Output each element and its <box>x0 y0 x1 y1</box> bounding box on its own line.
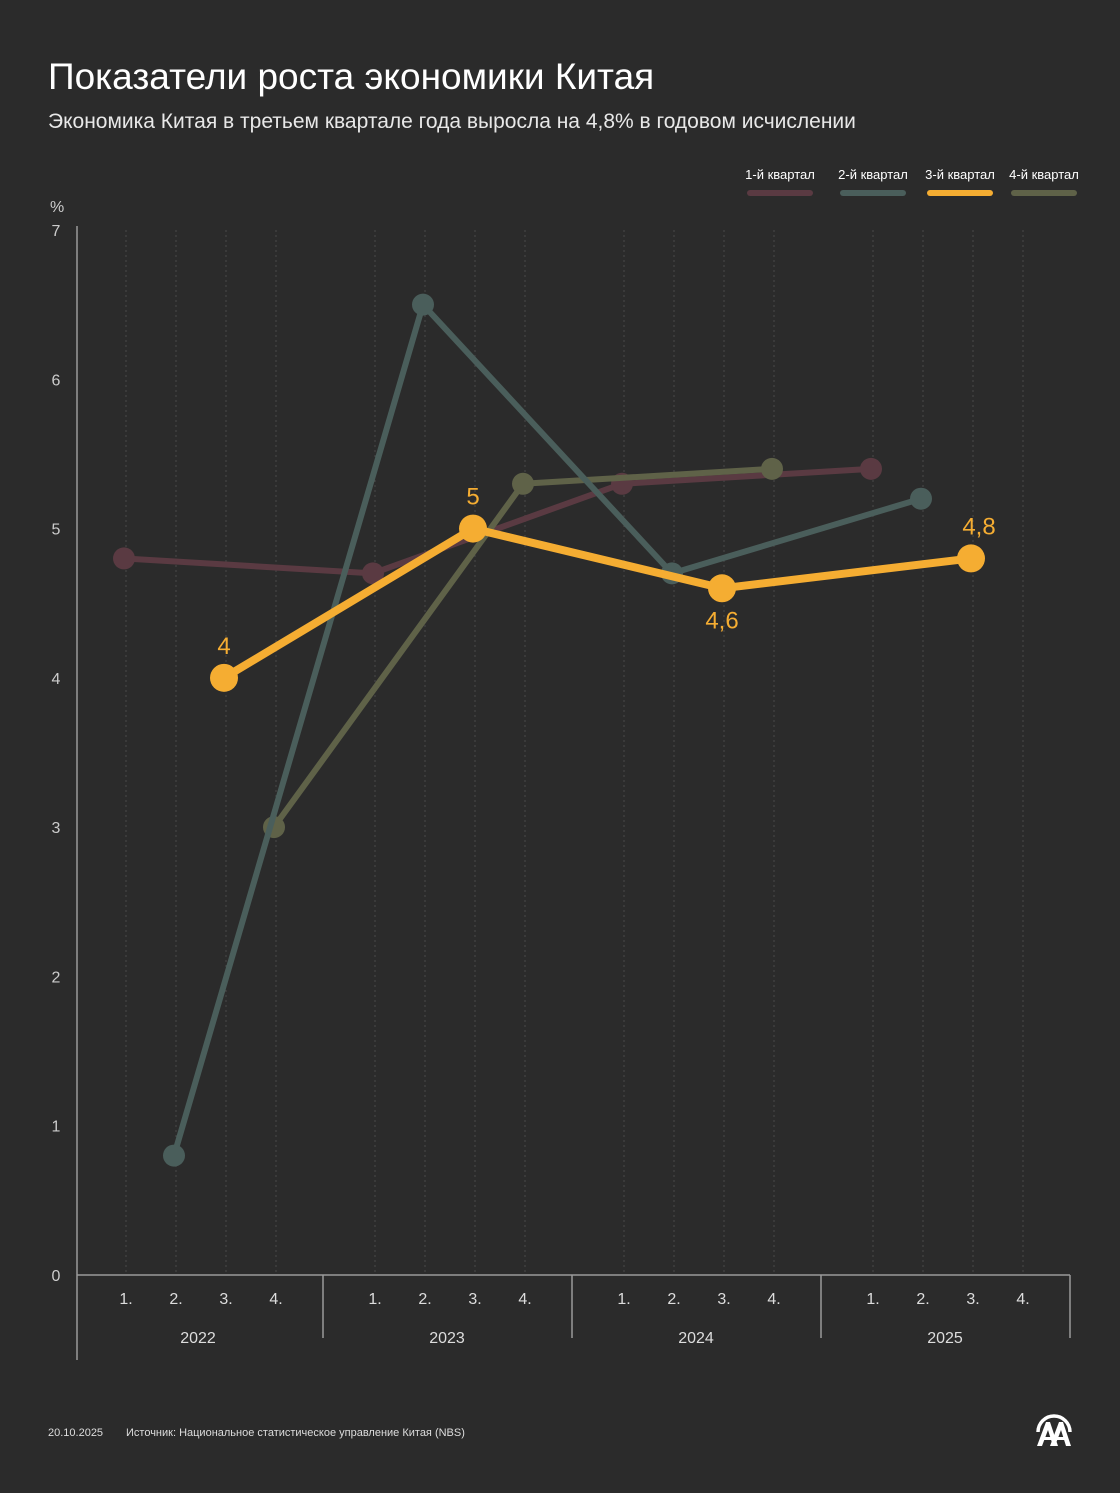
x-tick-label: 2. <box>916 1291 929 1308</box>
x-tick-label: 4. <box>1016 1291 1029 1308</box>
data-label: 5 <box>466 484 479 511</box>
x-tick-label: 3. <box>468 1291 481 1308</box>
data-point <box>210 663 238 692</box>
year-label: 2024 <box>678 1330 714 1347</box>
x-tick-label: 4. <box>518 1291 531 1308</box>
series-line <box>271 465 773 829</box>
data-point <box>957 544 985 573</box>
data-point <box>512 472 534 495</box>
year-label: 2025 <box>927 1330 963 1347</box>
x-tick-label: 4. <box>269 1291 282 1308</box>
data-point <box>163 1144 185 1167</box>
data-point <box>708 574 736 603</box>
x-tick-label: 1. <box>617 1291 630 1308</box>
data-label: 4 <box>217 633 230 660</box>
x-tick-label: 2. <box>667 1291 680 1308</box>
footer-source: Источник: Национальное статистическое уп… <box>126 1427 465 1439</box>
x-tick-label: 2. <box>418 1291 431 1308</box>
x-tick-label: 2. <box>169 1291 182 1308</box>
legend-label: 4-й квартал <box>1009 167 1079 182</box>
series-line <box>171 301 922 1157</box>
y-tick-label: 7 <box>52 223 61 240</box>
data-label: 4,6 <box>705 607 738 634</box>
page-title: Показатели роста экономики Китая <box>48 56 655 97</box>
legend-label: 3-й квартал <box>925 167 995 182</box>
footer-date: 20.10.2025 <box>48 1427 104 1439</box>
y-tick-label: 6 <box>52 372 61 389</box>
series-line <box>221 524 972 682</box>
x-tick-label: 1. <box>368 1291 381 1308</box>
x-tick-label: 3. <box>966 1291 979 1308</box>
aa-logo <box>1034 1410 1074 1455</box>
year-label: 2022 <box>180 1330 216 1347</box>
x-tick-label: 3. <box>717 1291 730 1308</box>
data-point <box>761 457 783 480</box>
series-line <box>123 465 872 577</box>
data-point <box>910 487 932 510</box>
x-tick-label: 3. <box>219 1291 232 1308</box>
x-tick-label: 4. <box>767 1291 780 1308</box>
legend-label: 1-й квартал <box>745 167 815 182</box>
data-point <box>412 293 434 316</box>
data-label: 4,8 <box>962 513 995 540</box>
page-subtitle: Экономика Китая в третьем квартале года … <box>48 110 856 133</box>
y-tick-label: 1 <box>52 1119 61 1136</box>
y-tick-label: 3 <box>52 820 61 837</box>
year-label: 2023 <box>429 1330 465 1347</box>
data-point <box>113 547 135 570</box>
y-tick-label: 0 <box>52 1268 61 1285</box>
x-tick-label: 1. <box>866 1291 879 1308</box>
y-tick-label: 5 <box>52 522 61 539</box>
x-tick-label: 1. <box>119 1291 132 1308</box>
data-point <box>459 514 487 543</box>
data-point <box>860 457 882 480</box>
data-point <box>362 562 384 585</box>
y-tick-label: 4 <box>52 671 61 688</box>
legend-label: 2-й квартал <box>838 167 908 182</box>
y-axis-label: % <box>50 199 64 216</box>
y-tick-label: 2 <box>52 969 61 986</box>
